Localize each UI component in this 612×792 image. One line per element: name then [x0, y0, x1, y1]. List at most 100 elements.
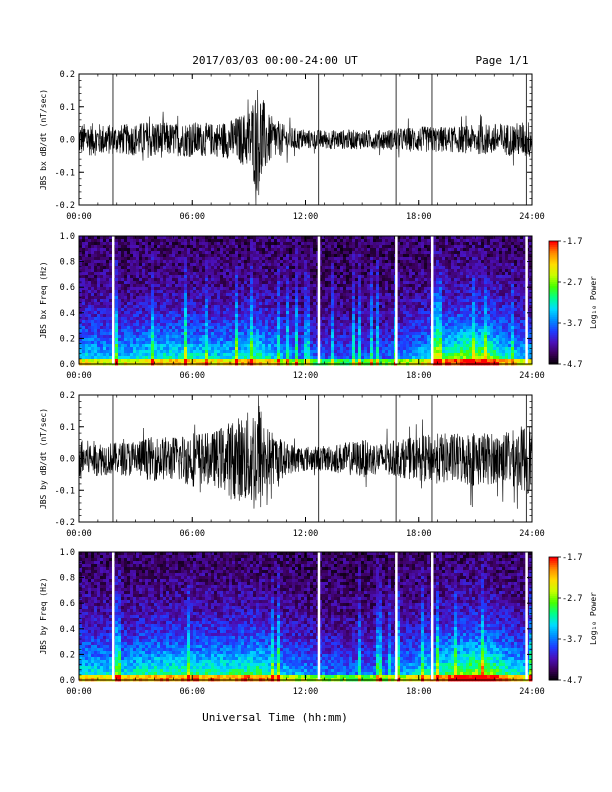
colorbar-segment: [549, 339, 558, 342]
colorbar-segment: [549, 353, 558, 357]
colorbar-segment: [549, 329, 558, 332]
colorbar-segment: [549, 314, 558, 318]
colorbar-segment: [549, 271, 558, 275]
colorbar-segment: [549, 355, 558, 359]
colorbar-segment: [549, 571, 558, 574]
colorbar-tick-label: -1.7: [562, 553, 582, 563]
x-tick-label: 06:00: [179, 371, 205, 381]
colorbar-segment: [549, 292, 558, 295]
colorbar-segment: [549, 661, 558, 665]
colorbar-segment: [549, 636, 558, 640]
colorbar-tick-label: -2.7: [562, 278, 582, 288]
y-tick-label: 0.1: [60, 103, 75, 113]
data-gap-line: [317, 236, 321, 364]
data-gap-line: [525, 236, 528, 364]
figure-title: 2017/03/03 00:00-24:00 UT: [192, 54, 358, 67]
y-tick-label: -0.2: [55, 201, 75, 211]
colorbar-segment: [549, 318, 558, 322]
y-tick-label: 0.0: [60, 676, 75, 686]
colorbar: -1.7 -2.7 -3.7 -4.7 Log₁₀ Power: [548, 553, 598, 686]
colorbar-segment: [549, 325, 558, 328]
colorbar-segment: [549, 282, 558, 285]
colorbar-segment: [549, 253, 558, 256]
colorbar-segment: [549, 604, 558, 607]
colorbar-segment: [549, 288, 558, 291]
panel-4: 1.0 0.8 0.6 0.4 0.2 0.000:00 06:00 12:00 18:00 24…: [39, 548, 545, 697]
colorbar-segment: [549, 257, 558, 260]
y-tick-label: 0.6: [60, 599, 75, 609]
colorbar-segment: [549, 359, 558, 363]
colorbar-segment: [549, 677, 558, 681]
colorbar-segment: [549, 573, 558, 576]
y-tick-label: 0.2: [60, 70, 75, 80]
colorbar-segment: [549, 569, 558, 572]
colorbar-segment: [549, 591, 558, 595]
data-gap-line: [430, 236, 434, 364]
x-tick-label: 18:00: [406, 529, 432, 539]
colorbar-segment: [549, 323, 558, 326]
page-indicator: Page 1/1: [476, 54, 529, 67]
y-tick-label: 0.8: [60, 258, 75, 268]
x-tick-label: 18:00: [406, 371, 432, 381]
x-tick-label: 24:00: [519, 371, 545, 381]
data-gap-line: [395, 552, 398, 680]
colorbar-segment: [549, 657, 558, 660]
colorbar-tick-label: -4.7: [562, 676, 582, 686]
colorbar-segment: [549, 598, 558, 601]
colorbar-segment: [549, 565, 558, 568]
colorbar-segment: [549, 673, 558, 677]
spectrogram-image: [79, 236, 533, 366]
y-tick-label: 0.8: [60, 574, 75, 584]
y-tick-label: 0.0: [60, 136, 75, 146]
colorbar-segment: [549, 663, 558, 667]
colorbar-segment: [549, 251, 558, 254]
colorbar-tick-label: -1.7: [562, 237, 582, 247]
x-tick-label: 12:00: [293, 687, 319, 697]
colorbar-segment: [549, 279, 558, 283]
x-tick-label: 24:00: [519, 212, 545, 222]
colorbar-segment: [549, 606, 558, 609]
colorbar-label: Log₁₀ Power: [589, 592, 598, 645]
data-gap-line: [111, 236, 115, 364]
colorbar-segment: [549, 247, 558, 250]
colorbar-segment: [549, 275, 558, 279]
colorbar-segment: [549, 241, 558, 244]
y-tick-label: 0.1: [60, 423, 75, 433]
colorbar-segment: [549, 263, 558, 267]
colorbar-segment: [549, 634, 558, 638]
y-tick-label: 0.2: [60, 391, 75, 401]
y-tick-label: -0.2: [55, 518, 75, 528]
colorbar-segment: [549, 286, 558, 289]
colorbar-segment: [549, 667, 558, 671]
colorbar-segment: [549, 302, 558, 306]
colorbar-segment: [549, 347, 558, 351]
y-tick-label: -0.1: [55, 168, 75, 178]
colorbar-segment: [549, 630, 558, 634]
colorbar-segment: [549, 269, 558, 273]
colorbar-segment: [549, 643, 558, 646]
data-gap-line: [525, 552, 528, 680]
colorbar-segment: [549, 575, 558, 578]
colorbar-segment: [549, 632, 558, 636]
colorbar-frame: [548, 556, 559, 681]
colorbar-segment: [549, 647, 558, 650]
colorbar-segment: [549, 316, 558, 320]
colorbar-segment: [549, 628, 558, 632]
y-axis-label: JBS by Freq (Hz): [39, 577, 48, 654]
y-tick-label: 0.6: [60, 283, 75, 293]
x-tick-label: 24:00: [519, 687, 545, 697]
data-gap-line: [395, 236, 398, 364]
colorbar-segment: [549, 561, 558, 564]
colorbar-tick-label: -2.7: [562, 594, 582, 604]
colorbar-tick-label: -3.7: [562, 635, 582, 645]
colorbar-label: Log₁₀ Power: [589, 276, 598, 329]
y-axis-label: JBS bx Freq (Hz): [39, 261, 48, 338]
colorbar-segment: [549, 616, 558, 619]
panel-2: 1.0 0.8 0.6 0.4 0.2 0.000:00 06:00 12:00 18:00 24…: [39, 232, 545, 381]
colorbar-segment: [549, 298, 558, 301]
colorbar-segment: [549, 277, 558, 281]
x-tick-label: 12:00: [293, 371, 319, 381]
colorbar-segment: [549, 345, 558, 349]
